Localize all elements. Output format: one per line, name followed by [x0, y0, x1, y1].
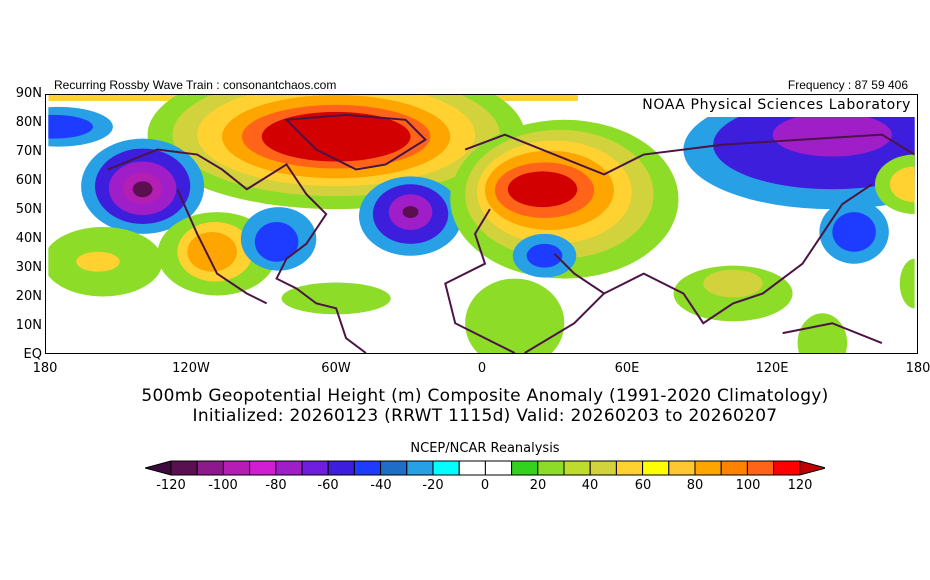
colorbar-label: 120	[787, 478, 813, 493]
colorbar-box	[301, 460, 329, 476]
colorbar-box	[432, 460, 460, 476]
colorbar-box	[484, 460, 513, 476]
lon-label: 0	[477, 361, 487, 376]
anomaly-field	[48, 95, 915, 353]
lat-label: 80N	[15, 115, 42, 130]
colorbar-box	[589, 460, 617, 476]
lat-label: 10N	[15, 318, 42, 333]
lat-label: EQ	[23, 347, 42, 362]
lat-label: 30N	[15, 260, 42, 275]
colorbar-box	[353, 460, 382, 476]
colorbar-label: -120	[156, 478, 186, 493]
colorbar-low-arrow	[145, 460, 172, 476]
colorbar-label: 20	[529, 478, 547, 493]
coastlines	[107, 113, 915, 353]
colorbar-box	[170, 460, 198, 476]
lat-label: 20N	[15, 289, 42, 304]
anomaly-map	[45, 94, 918, 354]
colorbar-box	[563, 460, 591, 476]
lon-label: 120E	[755, 361, 789, 376]
colorbar-label: 0	[480, 478, 490, 493]
colorbar-box	[196, 460, 224, 476]
colorbar-box	[327, 460, 355, 476]
colorbar-box	[773, 460, 801, 476]
lon-label: 180	[32, 361, 58, 376]
colorbar-box	[222, 460, 251, 476]
lon-label: 60E	[614, 361, 640, 376]
colorbar-box	[537, 460, 565, 476]
map-subtitle: Initialized: 20260123 (RRWT 1115d) Valid…	[192, 406, 778, 426]
source-label: Recurring Rossby Wave Train : consonantc…	[54, 78, 337, 92]
colorbar-box	[406, 460, 434, 476]
colorbar-high-arrow	[799, 460, 825, 476]
colorbar-box	[720, 460, 748, 476]
colorbar-box	[694, 460, 722, 476]
colorbar-label: 60	[634, 478, 652, 493]
map-title: 500mb Geopotential Height (m) Composite …	[141, 386, 829, 406]
colorbar-box	[642, 460, 670, 476]
colorbar-box	[275, 460, 303, 476]
colorbar-box	[615, 460, 644, 476]
colorbar-box	[746, 460, 775, 476]
colorbar-title: NCEP/NCAR Reanalysis	[410, 441, 560, 456]
credit-label: NOAA Physical Sciences Laboratory	[578, 95, 917, 117]
colorbar-box	[511, 460, 539, 476]
colorbar-box	[249, 460, 277, 476]
lon-label: 120W	[172, 361, 210, 376]
lat-label: 40N	[15, 231, 42, 246]
colorbar-label: 40	[581, 478, 599, 493]
lat-label: 90N	[15, 86, 42, 101]
lat-label: 70N	[15, 144, 42, 159]
colorbar-box	[380, 460, 408, 476]
colorbar-label: -80	[265, 478, 287, 493]
lat-label: 50N	[15, 202, 42, 217]
colorbar-label: -100	[208, 478, 238, 493]
colorbar-label: -60	[317, 478, 339, 493]
colorbar	[145, 460, 825, 476]
colorbar-label: 100	[735, 478, 761, 493]
colorbar-box	[668, 460, 696, 476]
colorbar-box	[458, 460, 486, 476]
colorbar-label: 80	[686, 478, 704, 493]
lon-label: 180	[905, 361, 930, 376]
lon-label: 60W	[321, 361, 351, 376]
colorbar-label: -40	[370, 478, 392, 493]
lat-label: 60N	[15, 173, 42, 188]
colorbar-label: -20	[422, 478, 444, 493]
frequency-label: Frequency : 87 59 406	[787, 78, 908, 92]
